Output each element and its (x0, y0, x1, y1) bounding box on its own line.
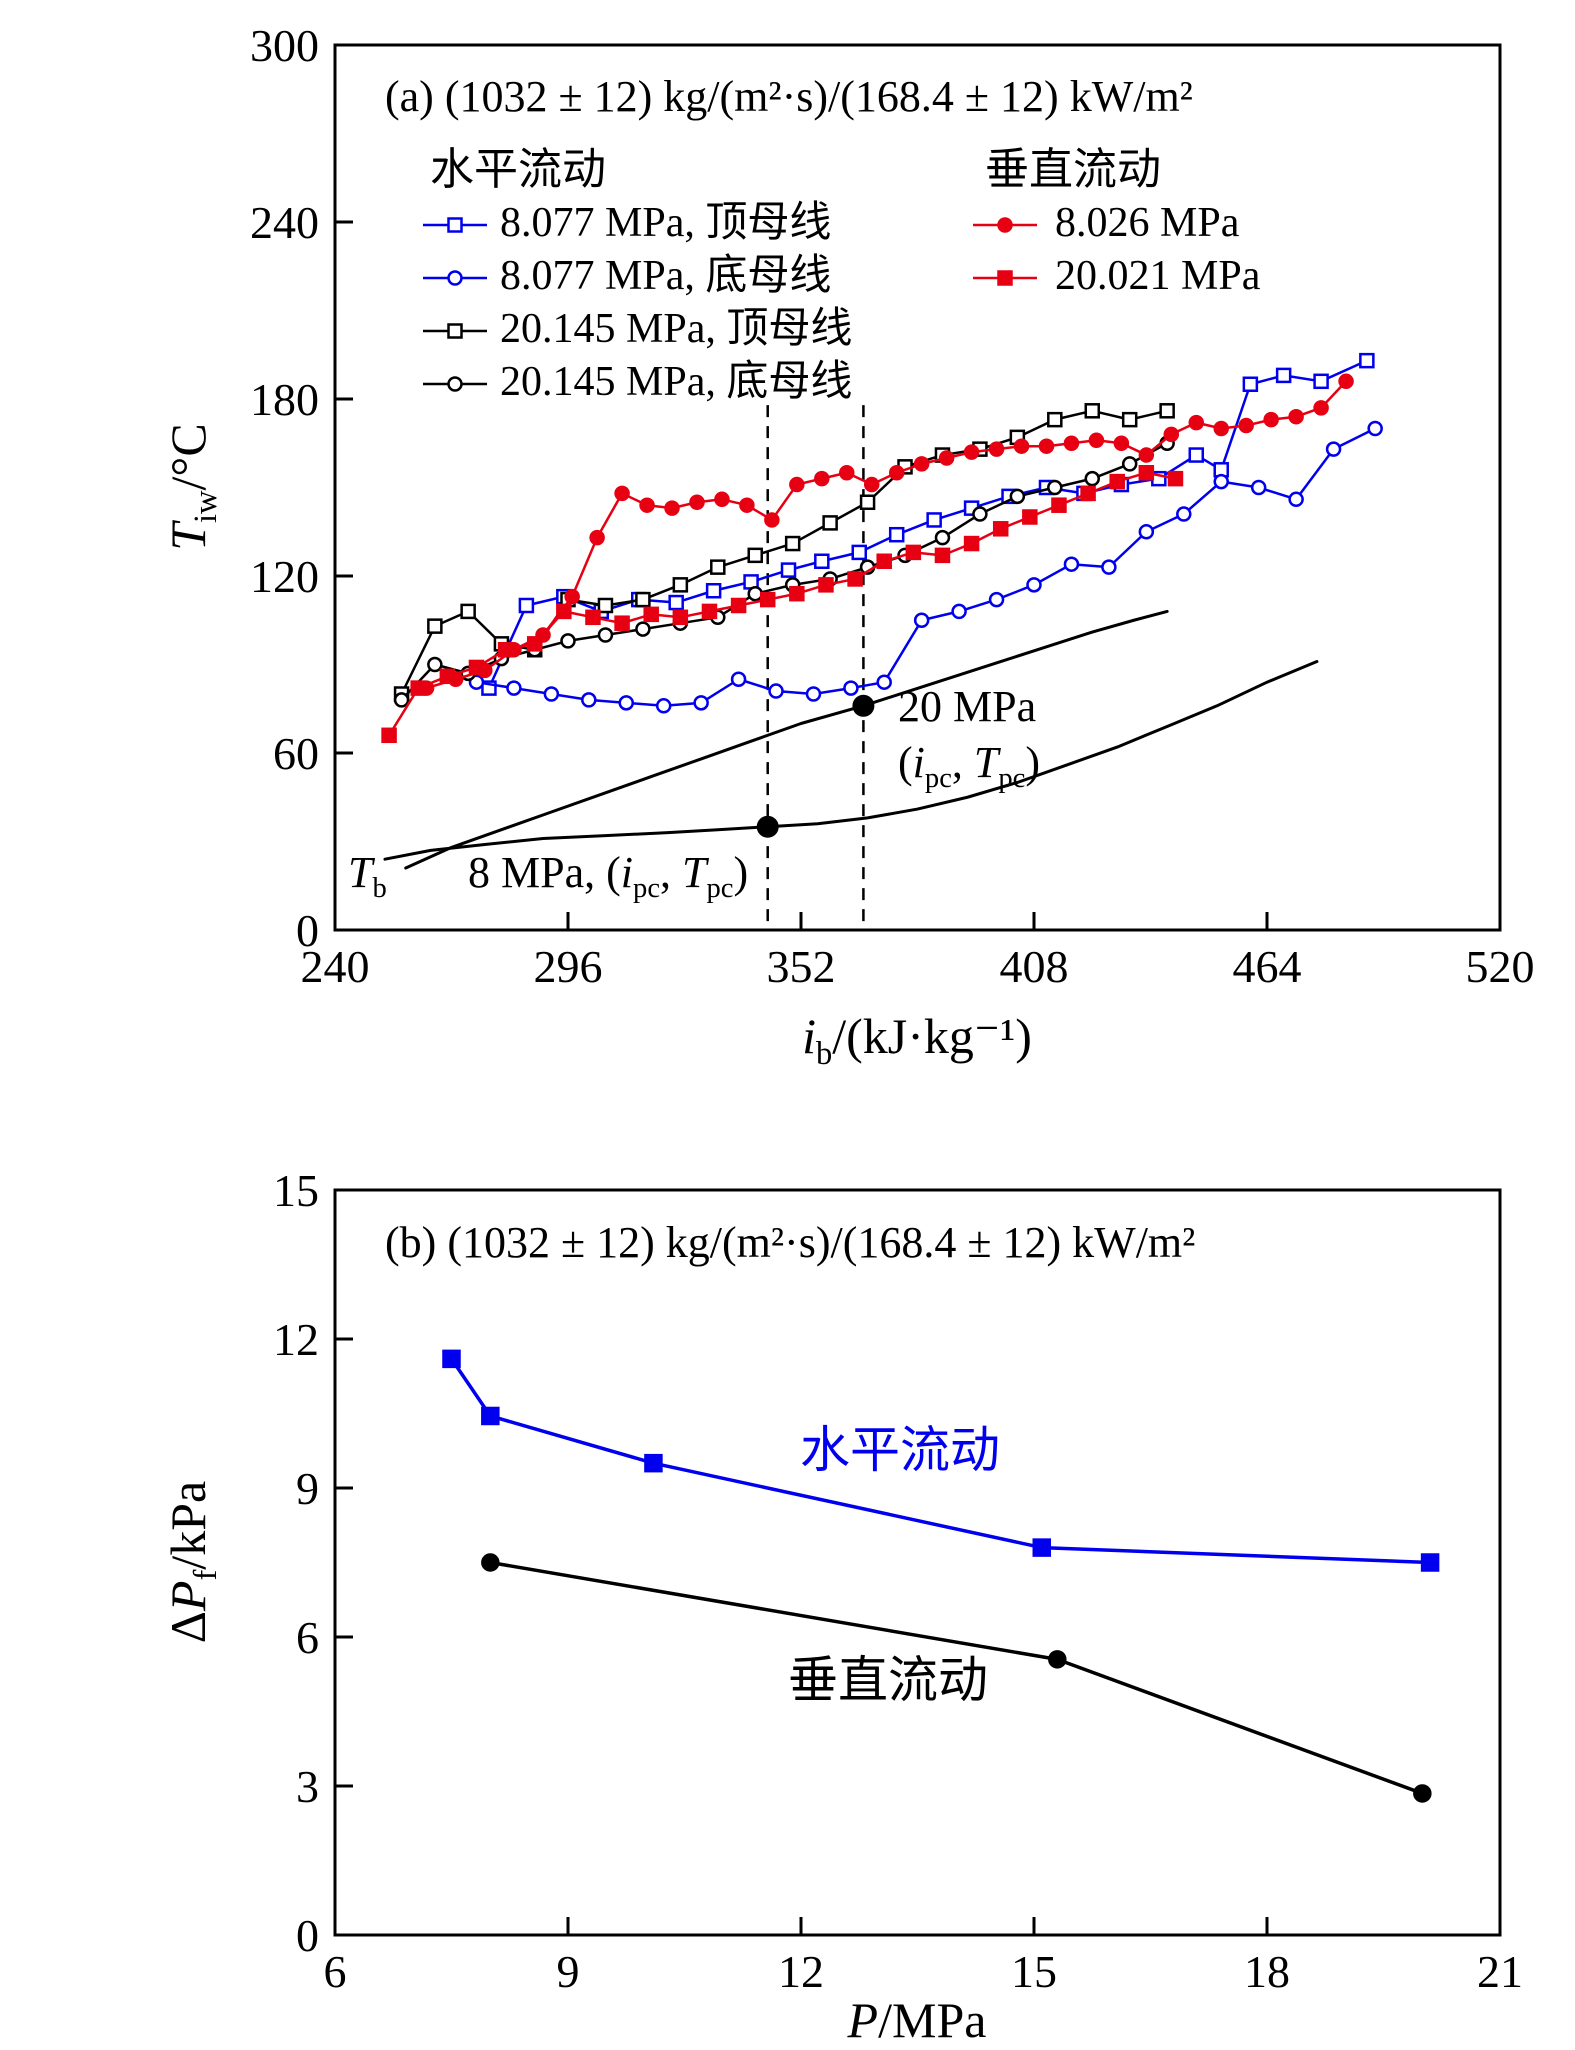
annotation-pc-20mpa-title: 20 MPa (898, 682, 1036, 733)
svg-text:3: 3 (296, 1761, 319, 1812)
panel-b-tag: (b) (385, 1218, 437, 1267)
pc20-t: T (973, 738, 999, 787)
pc8-t: T (682, 848, 707, 897)
svg-text:15: 15 (273, 1165, 319, 1216)
panel-a-conditions: (1032 ± 12) kg/(m²·s)/(168.4 ± 12) kW/m² (444, 72, 1193, 121)
panel-b-y-axis-label: ΔPf/kPa (160, 1372, 224, 1752)
legend-header-text: 垂直流动 (985, 145, 1161, 194)
legend-header-horizontal-flow: 水平流动 (430, 145, 606, 196)
svg-text:15: 15 (1011, 1946, 1057, 1997)
pc20-prefix: ( (898, 738, 913, 787)
svg-text:240: 240 (250, 197, 319, 248)
tb-subscript: b (372, 872, 387, 904)
y-axis-unit: /°C (160, 423, 216, 491)
panel-b-conditions: (1032 ± 12) kg/(m²·s)/(168.4 ± 12) kW/m² (447, 1218, 1196, 1267)
annotation-pc-20mpa-point: (ipc, Tpc) (898, 738, 1040, 796)
legend-item-20021: 20.021 MPa (1055, 252, 1260, 300)
y-axis-subscript: iw (188, 490, 224, 523)
legend-label: 20.145 MPa, 底母线 (500, 359, 853, 405)
pc20-i-sub: pc (924, 762, 952, 794)
svg-text:0: 0 (296, 1910, 319, 1961)
pc20-title: 20 MPa (898, 682, 1037, 731)
legend-label: 20.021 MPa (1055, 253, 1261, 299)
svg-text:6: 6 (296, 1612, 319, 1663)
series-label-text: 水平流动 (800, 1422, 1000, 1478)
annotation-pc-8mpa: 8 MPa, (ipc, Tpc) (468, 848, 748, 906)
legend-label: 8.077 MPa, 顶母线 (500, 200, 832, 246)
annotation-tb: Tb (348, 848, 387, 906)
svg-text:300: 300 (250, 20, 319, 71)
svg-text:18: 18 (1244, 1946, 1290, 1997)
svg-text:12: 12 (273, 1314, 319, 1365)
panel-b-title: (b) (1032 ± 12) kg/(m²·s)/(168.4 ± 12) k… (385, 1218, 1195, 1269)
legend-item-8077-top: 8.077 MPa, 顶母线 (500, 199, 831, 247)
panel-a-title: (a) (1032 ± 12) kg/(m²·s)/(168.4 ± 12) k… (385, 72, 1193, 123)
svg-text:0: 0 (296, 905, 319, 956)
svg-text:6: 6 (324, 1946, 347, 1997)
pc20-i: i (912, 738, 925, 787)
svg-text:408: 408 (1000, 941, 1069, 992)
x-axis-symbol: i (802, 1008, 816, 1064)
svg-text:180: 180 (250, 374, 319, 425)
legend-item-8026: 8.026 MPa (1055, 199, 1239, 247)
tb-symbol: T (348, 848, 373, 897)
svg-text:240: 240 (301, 941, 370, 992)
svg-text:520: 520 (1466, 941, 1535, 992)
pc20-t-sub: pc (998, 762, 1026, 794)
svg-text:12: 12 (778, 1946, 824, 1997)
legend-label: 8.026 MPa (1055, 200, 1240, 246)
svg-text:352: 352 (767, 941, 836, 992)
svg-text:9: 9 (296, 1463, 319, 1514)
legend-item-20145-top: 20.145 MPa, 顶母线 (500, 305, 852, 353)
y-axis-delta: Δ (160, 1611, 216, 1644)
pc20-separator: , (951, 738, 974, 787)
series-label-horizontal-flow: 水平流动 (800, 1422, 1000, 1480)
pc8-i-sub: pc (633, 872, 661, 904)
legend-item-8077-bottom: 8.077 MPa, 底母线 (500, 252, 831, 300)
pc8-t-sub: pc (706, 872, 734, 904)
svg-text:296: 296 (534, 941, 603, 992)
y-axis-unit: /kPa (160, 1480, 216, 1570)
legend-item-20145-bottom: 20.145 MPa, 底母线 (500, 358, 852, 406)
x-axis-symbol: P (847, 1992, 879, 2048)
x-axis-unit: /MPa (878, 1992, 987, 2048)
y-axis-symbol: T (160, 522, 216, 551)
svg-text:120: 120 (250, 551, 319, 602)
series-label-vertical-flow: 垂直流动 (788, 1652, 988, 1710)
y-axis-subscript: f (188, 1569, 224, 1581)
series-label-text: 垂直流动 (788, 1652, 988, 1708)
svg-text:21: 21 (1477, 1946, 1523, 1997)
x-axis-subscript: b (815, 1036, 833, 1072)
pc8-suffix: ) (733, 848, 749, 897)
legend-header-text: 水平流动 (430, 145, 606, 194)
x-axis-unit: /(kJ·kg⁻¹) (832, 1008, 1032, 1064)
legend-header-vertical-flow: 垂直流动 (985, 145, 1161, 196)
panel-a-y-axis-label: Tiw/°C (160, 307, 224, 667)
pc20-suffix: ) (1025, 738, 1041, 787)
y-axis-symbol: P (160, 1580, 216, 1612)
pc8-prefix: 8 MPa, ( (468, 848, 621, 897)
panel-a-x-axis-label: ib/(kJ·kg⁻¹) (617, 1008, 1217, 1073)
panel-a-tag: (a) (385, 72, 434, 121)
panel-b-x-axis-label: P/MPa (717, 1992, 1117, 2050)
pc8-i: i (620, 848, 634, 897)
svg-text:9: 9 (557, 1946, 580, 1997)
svg-text:60: 60 (273, 728, 319, 779)
svg-text:464: 464 (1233, 941, 1302, 992)
pc8-separator: , (660, 848, 683, 897)
legend-label: 8.077 MPa, 底母线 (500, 253, 832, 299)
legend-label: 20.145 MPa, 顶母线 (500, 306, 853, 352)
